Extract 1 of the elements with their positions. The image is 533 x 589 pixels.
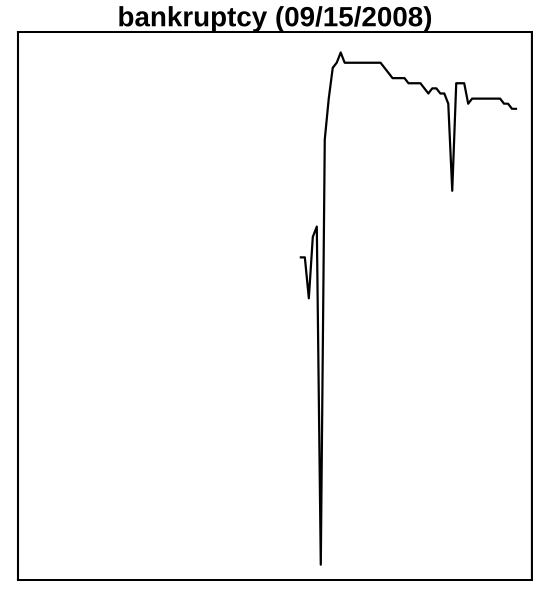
chart-title: bankruptcy (09/15/2008) [119,6,432,32]
